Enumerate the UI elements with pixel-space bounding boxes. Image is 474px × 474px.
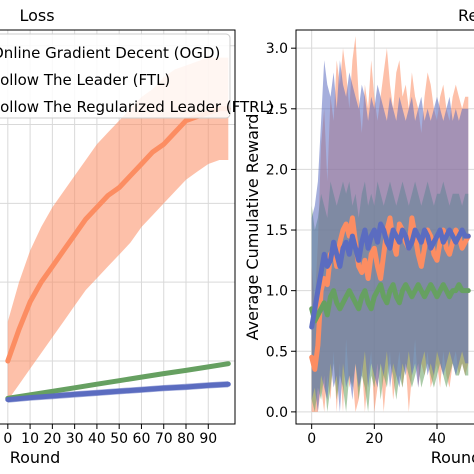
reward-y-axis-label: Average Cumulative Reward	[243, 114, 262, 341]
reward-x-ticks: 0 20 40	[307, 424, 446, 447]
loss-x-tick-label: 20	[43, 431, 61, 447]
loss-x-tick-label: 70	[155, 431, 173, 447]
loss-x-axis-label: Round	[10, 448, 61, 467]
reward-x-tick-label: 20	[365, 431, 383, 447]
reward-line-series-1	[309, 282, 471, 324]
reward-y-tick-label: 0.0	[266, 405, 288, 421]
loss-line-series-1	[5, 361, 231, 401]
loss-plot-frame	[0, 29, 236, 425]
loss-x-tick-label: 0	[3, 431, 12, 447]
loss-panel: Loss 0 10 20 30 40 50 60 70 80 90 Round Online Gr…	[0, 6, 274, 467]
reward-y-tick-label: 1.5	[266, 223, 288, 239]
reward-y-tick-label: 2.0	[266, 162, 288, 178]
reward-lines	[309, 215, 471, 372]
reward-plot-frame	[295, 29, 474, 425]
reward-y-tick-label: 3.0	[266, 41, 288, 57]
reward-panel: Reward 0 20 40 0.0 0.5 1.0 1.5 2.0 2.5 3.0 Avera…	[243, 6, 474, 467]
legend-label: Follow The Leader (FTL)	[0, 71, 170, 89]
reward-y-tick-label: 1.0	[266, 284, 288, 300]
reward-y-tick-label: 2.5	[266, 102, 288, 118]
legend: Online Gradient Decent (OGD) Follow The L…	[0, 33, 274, 119]
legend-box	[0, 33, 231, 119]
reward-x-axis-label: Round	[431, 448, 474, 467]
legend-label: Online Gradient Decent (OGD)	[0, 44, 220, 62]
loss-x-tick-label: 50	[110, 431, 128, 447]
loss-chart-title: Loss	[19, 6, 54, 25]
reward-x-tick-label: 40	[428, 431, 446, 447]
loss-x-tick-label: 80	[177, 431, 195, 447]
reward-chart-title: Reward	[458, 6, 474, 25]
legend-label: Follow The Regularized Leader (FTRL)	[0, 98, 274, 116]
loss-x-tick-label: 30	[66, 431, 84, 447]
loss-x-tick-label: 40	[88, 431, 106, 447]
reward-y-ticks: 0.0 0.5 1.0 1.5 2.0 2.5 3.0	[266, 41, 296, 421]
loss-x-tick-label: 90	[199, 431, 217, 447]
loss-band-series-0	[7, 57, 229, 401]
reward-line-series-2	[309, 221, 471, 330]
reward-x-tick-label: 0	[307, 431, 316, 447]
loss-x-tick-label: 60	[133, 431, 151, 447]
reward-y-tick-label: 0.5	[266, 344, 288, 360]
loss-x-tick-label: 10	[21, 431, 39, 447]
loss-x-ticks: 0 10 20 30 40 50 60 70 80 90	[3, 424, 217, 447]
loss-line-series-2	[5, 381, 231, 403]
